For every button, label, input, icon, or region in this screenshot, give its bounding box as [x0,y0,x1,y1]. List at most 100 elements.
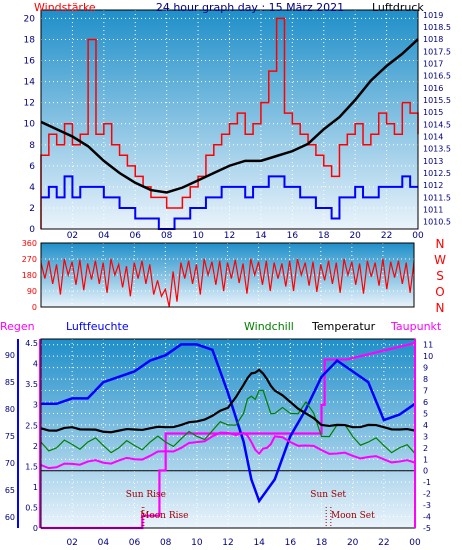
humidity-tick-label: 80 [5,405,15,414]
wind-x-tick-label: 14 [255,231,267,241]
pressure-tick-label: 1015 [423,108,443,117]
temp-tick-label: -1 [423,478,431,487]
astro-label: Moon Rise [140,511,188,521]
direction-line [40,258,415,308]
pressure-tick-label: 1017.5 [423,47,451,56]
temp-x-tick-label: 06 [129,538,141,548]
wind-left-tick-label: 8 [29,141,35,151]
temp-tick-label: -5 [423,524,431,533]
direction-left-tick-label: 0 [32,303,37,312]
wind-axes: 02 04 06 08 10 12 14 16 18 20 22 000246810121416182… [24,9,451,241]
temp-tick-label: 1 [423,455,428,464]
pressure-tick-label: 1013.5 [423,145,451,154]
astro-label: Moon Set [331,511,375,521]
temp-x-tick-label: 20 [347,538,359,548]
rain-tick-label: 2 [33,442,38,451]
legend-regen: Regen [0,320,35,333]
temp-series [40,342,416,530]
pressure-tick-label: 1019 [423,11,443,20]
pressure-line [40,38,419,194]
header-left-label: Windstärke [34,1,96,14]
temp-tick-label: 8 [423,375,428,384]
wind-left-tick-label: 18 [24,35,36,45]
wind-left-tick-label: 10 [24,120,36,130]
pressure-tick-label: 1010.5 [423,218,451,227]
temp-tick-label: 7 [423,387,428,396]
rain-tick-label: 0.5 [25,503,38,512]
pressure-tick-label: 1017 [423,60,443,69]
rain-line [41,342,416,530]
temp-tick-label: 2 [423,444,428,453]
pressure-tick-label: 1016.5 [423,72,451,81]
humidity-tick-label: 90 [5,351,15,360]
rain-tick-label: 0 [33,524,38,533]
direction-series [40,258,415,308]
pressure-tick-label: 1018 [423,35,443,44]
temp-tick-label: 9 [423,364,428,373]
wind-x-tick-label: 16 [287,231,299,241]
temp-x-tick-label: 14 [253,538,265,548]
temp-x-tick-label: 00 [409,538,421,548]
wind-x-tick-label: 04 [98,231,110,241]
rain-tick-label: 3 [33,401,38,410]
wind-x-tick-label: 08 [161,231,173,241]
temp-gridlines [41,339,416,529]
pressure-tick-label: 1012.5 [423,169,451,178]
pressure-tick-label: 1014 [423,133,443,142]
legend-luftfeuchte: Luftfeuchte [66,320,129,333]
temp-x-tick-label: 02 [66,538,77,548]
pressure-tick-label: 1016 [423,84,443,93]
legend-windchill: Windchill [244,320,294,333]
rain-tick-label: 1 [33,483,38,492]
temp-tick-label: 0 [423,467,428,476]
temp-tick-label: -2 [423,490,431,499]
pressure-tick-label: 1014.5 [423,120,451,129]
temp-tick-label: 11 [423,341,433,350]
wind-left-tick-label: 2 [29,204,35,214]
temp-tick-label: 4 [423,421,428,430]
chart-title: 24 hour graph day : 15 März 2021 [156,1,344,14]
direction-left-tick-label: 360 [22,239,37,248]
temperature-line [40,368,416,434]
temp-x-tick-label: 08 [160,538,172,548]
header-right-label: Luftdruck [372,1,424,14]
humidity-tick-label: 70 [5,459,15,468]
dewpoint-line [40,431,416,470]
wind-left-tick-label: 16 [24,57,36,67]
temp-tick-label: 6 [423,398,428,407]
humidity-tick-label: 60 [5,513,15,522]
humidity-tick-label: 85 [5,378,15,387]
wind-left-tick-label: 0 [29,225,35,235]
pressure-tick-label: 1011 [423,206,443,215]
direction-plot-border [40,242,415,308]
compass-label: O [435,285,444,299]
direction-left-tick-label: 180 [22,271,37,280]
direction-left-tick-label: 90 [27,287,37,296]
pressure-tick-label: 1012 [423,181,443,190]
rain-tick-label: 2.5 [25,421,38,430]
wind-left-tick-label: 20 [24,14,36,24]
astro-label: Sun Set [310,490,346,500]
temp-tick-label: -4 [423,513,431,522]
wind-x-tick-label: 12 [224,231,235,241]
temp-tick-label: 10 [423,352,433,361]
wind-left-tick-label: 4 [29,183,35,193]
legend-taupunkt: Taupunkt [390,320,442,333]
wind-x-tick-label: 02 [67,231,78,241]
wind-x-tick-label: 20 [349,231,361,241]
temp-x-tick-label: 16 [285,538,297,548]
wind-gust-line [40,17,419,229]
compass-label: W [434,253,446,267]
astro-annotations: Sun Rise Moon Rise Sun Set Moon Set [126,490,375,528]
wind-x-tick-label: 00 [412,231,424,241]
wind-plot-border [40,9,419,230]
wind-x-tick-label: 18 [318,231,330,241]
temp-tick-label: 3 [423,432,428,441]
pressure-tick-label: 1011.5 [423,193,451,202]
astro-label: Sun Rise [126,490,166,500]
pressure-tick-label: 1018.5 [423,23,451,32]
rain-tick-label: 3.5 [25,380,38,389]
